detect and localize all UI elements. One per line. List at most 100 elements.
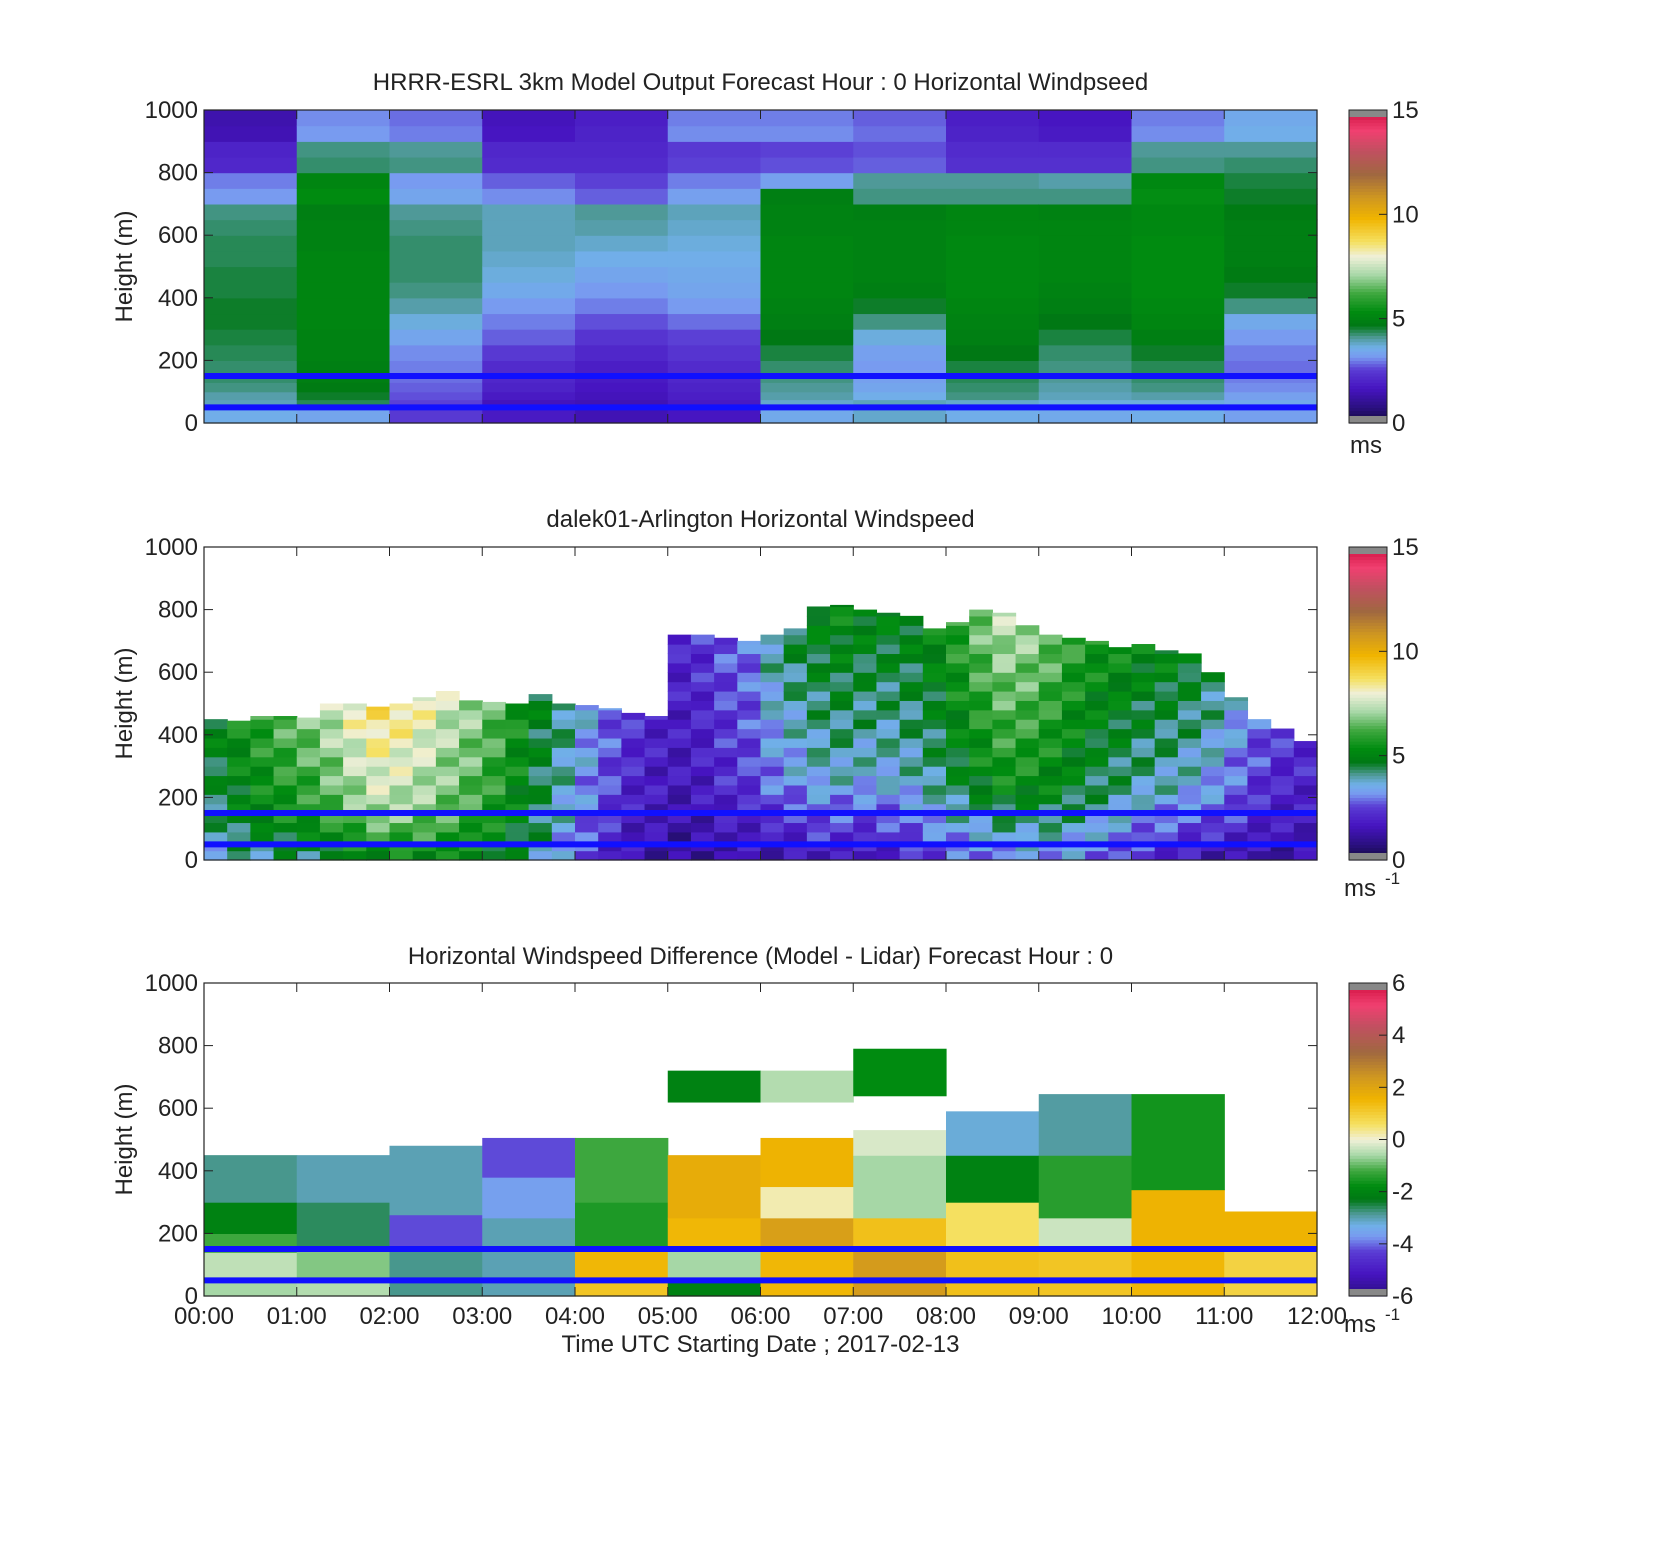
heatmap-cell — [876, 794, 901, 805]
colorbar-swatch — [1349, 1001, 1387, 1006]
heatmap-cell — [1131, 794, 1156, 805]
heatmap-cell — [899, 831, 924, 842]
colorbar-swatch — [1349, 719, 1387, 723]
heatmap-cell — [296, 1280, 391, 1297]
heatmap-cell — [1201, 756, 1225, 767]
colorbar-swatch — [1349, 615, 1387, 620]
heatmap-cell — [899, 709, 924, 720]
heatmap-cell — [830, 662, 854, 673]
heatmap-cell — [853, 737, 878, 748]
heatmap-cell — [1061, 747, 1086, 758]
colorbar-swatch — [1349, 766, 1387, 770]
heatmap-cell — [1131, 141, 1225, 158]
colorbar-swatch — [1349, 1123, 1387, 1128]
heatmap-cell — [946, 728, 970, 739]
y-axis-label: Height (m) — [111, 210, 138, 322]
heatmap-cell — [1038, 382, 1133, 393]
heatmap-cell — [435, 794, 460, 805]
heatmap-cell — [319, 703, 344, 711]
heatmap-cell — [1177, 737, 1202, 748]
heatmap-cell — [389, 156, 483, 174]
colorbar-swatch — [1349, 565, 1387, 570]
colorbar-swatch — [1349, 1089, 1387, 1094]
heatmap-cell — [1131, 360, 1225, 374]
colorbar-swatch — [1349, 347, 1387, 352]
colorbar-swatch — [1349, 844, 1387, 849]
heatmap-cell — [389, 775, 414, 786]
heatmap-cell — [1131, 250, 1225, 268]
heatmap-cell — [969, 766, 993, 777]
heatmap-cell — [737, 850, 762, 861]
heatmap-cell — [319, 831, 344, 842]
colorbar-swatch — [1349, 1139, 1387, 1144]
heatmap-cell — [575, 822, 599, 833]
heatmap-cell — [528, 756, 553, 767]
heatmap-cell — [830, 644, 854, 655]
heatmap-cell — [1085, 672, 1109, 683]
heatmap-cell — [1293, 803, 1318, 814]
heatmap-cell — [922, 794, 947, 805]
heatmap-cell — [1038, 1217, 1133, 1250]
heatmap-cell — [853, 615, 878, 626]
heatmap-cell — [667, 1217, 762, 1250]
heatmap-cell — [575, 282, 669, 299]
heatmap-cell — [459, 794, 483, 805]
heatmap-cell — [690, 747, 715, 758]
colorbar-swatch — [1349, 775, 1387, 780]
heatmap-cell — [296, 172, 391, 189]
heatmap-cell — [1293, 850, 1318, 861]
heatmap-cell — [946, 634, 970, 645]
x-tick-label: 06:00 — [730, 1303, 790, 1330]
heatmap-cell — [760, 382, 854, 393]
heatmap-cell — [575, 784, 599, 795]
heatmap-cell — [853, 813, 878, 824]
heatmap-cell — [644, 794, 669, 805]
heatmap-cell — [575, 360, 669, 374]
heatmap-cell — [1154, 737, 1179, 748]
colorbar-swatch — [1349, 656, 1387, 661]
heatmap-cell — [598, 719, 622, 730]
heatmap-cell — [690, 803, 715, 814]
heatmap-cell — [760, 850, 785, 861]
colorbar-swatch — [1349, 1048, 1387, 1053]
heatmap-cell — [667, 831, 692, 842]
heatmap-cell — [1108, 737, 1133, 748]
colorbar-swatch — [1349, 684, 1387, 689]
heatmap-cell — [946, 156, 1040, 174]
heatmap-cell — [412, 700, 437, 711]
heatmap-cell — [389, 1145, 483, 1216]
colorbar-swatch — [1349, 357, 1387, 361]
colorbar-swatch — [1349, 750, 1387, 755]
heatmap-cell — [343, 794, 367, 805]
heatmap-cell — [482, 701, 507, 711]
heatmap-cell — [575, 313, 669, 330]
heatmap-cell — [853, 1217, 947, 1250]
heatmap-cell — [1038, 831, 1063, 842]
heatmap-cell — [737, 662, 762, 673]
heatmap-cell — [296, 1249, 391, 1281]
heatmap-cell — [273, 728, 298, 739]
heatmap-cell — [366, 728, 391, 739]
colorbar-swatch — [1349, 119, 1387, 124]
heatmap-cell — [1015, 794, 1040, 805]
colorbar-swatch — [1349, 253, 1387, 258]
heatmap-cell — [1085, 662, 1109, 673]
heatmap-cell — [551, 794, 576, 805]
heatmap-cell — [459, 766, 483, 777]
y-tick-label: 600 — [158, 659, 198, 686]
heatmap-cell — [482, 282, 576, 299]
heatmap-cell — [969, 831, 993, 842]
heatmap-cell — [343, 822, 367, 833]
colorbar-swatch — [1349, 1252, 1387, 1256]
heatmap-cell — [1038, 737, 1063, 748]
heatmap-cell — [1270, 850, 1295, 861]
colorbar-swatch — [1349, 834, 1387, 839]
heatmap-cell — [1201, 822, 1225, 833]
colorbar-swatch — [1349, 1004, 1387, 1009]
heatmap-cell — [876, 719, 901, 730]
heatmap-cell — [760, 681, 785, 692]
heatmap-cell — [482, 203, 576, 221]
colorbar-swatch — [1349, 1202, 1387, 1206]
colorbar-swatch — [1349, 1148, 1387, 1153]
panel-3: Horizontal Windspeed Difference (Model -… — [111, 943, 1413, 1358]
